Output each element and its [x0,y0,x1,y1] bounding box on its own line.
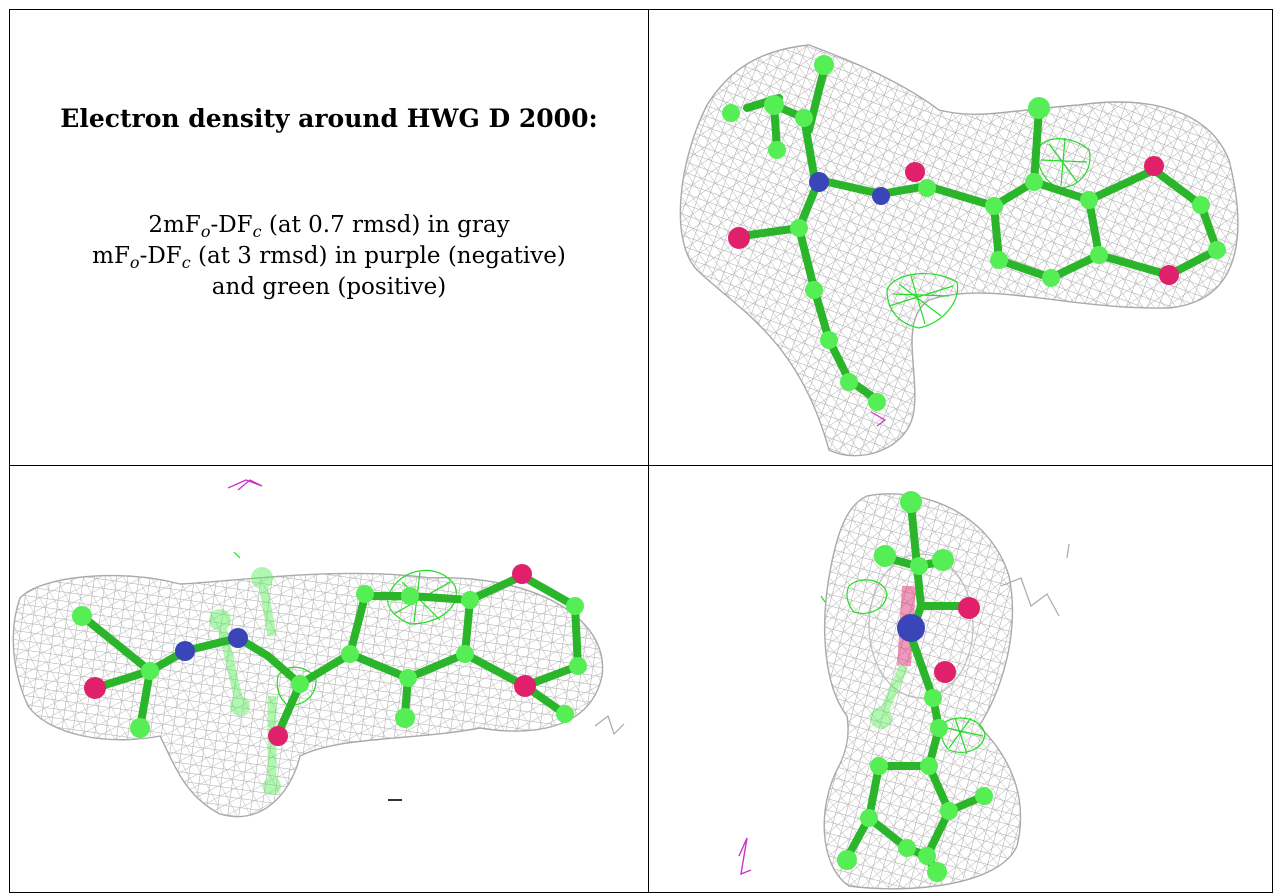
atom-carbon [722,104,740,122]
view-top-right [649,10,1272,465]
atom-nitrogen [175,641,195,661]
atom-oxygen [958,597,980,619]
density-mesh [12,572,625,818]
atom-carbon [341,645,359,663]
legend-2-mid: -DF [139,243,182,269]
structure-view-bottom-left [12,479,625,818]
atom-carbon [900,491,922,513]
atom-oxygen [934,661,956,683]
atom-carbon [790,219,808,237]
atom-carbon [456,645,474,663]
negative-density-mesh [227,479,263,491]
atom-oxygen [268,726,288,746]
legend-1-prefix: 2mF [148,212,201,238]
table-divider-horizontal [9,465,1273,466]
atom-carbon [932,549,954,571]
atoms [72,564,587,746]
atom-carbon [569,657,587,675]
legend-line-3: and green (positive) [211,274,447,300]
atom-carbon [1080,191,1098,209]
atom-carbon [940,802,958,820]
atom-carbon [820,331,838,349]
positive-density-mesh [886,137,1091,329]
atom-carbon [768,141,786,159]
table-divider-vertical [648,9,649,893]
density-mesh [679,44,1239,457]
atom-carbon [72,606,92,626]
atom-nitrogen [897,614,925,642]
atom-carbon [141,662,159,680]
atom-oxygen [512,564,532,584]
atom-carbon [975,787,993,805]
atom-carbon [910,557,928,575]
caption-title: Electron density around HWG D 2000: [60,104,598,133]
negative-density-mesh [870,411,887,427]
legend-2-sub-o: o [129,253,140,272]
atom-carbon [356,585,374,603]
atom-carbon [1028,97,1050,119]
view-bottom-right [649,466,1272,892]
atom-carbon [399,669,417,687]
atom-carbon [1042,269,1060,287]
atom-carbon [795,109,813,127]
atom-carbon [920,757,938,775]
atom-carbon [291,675,309,693]
atom-carbon [927,862,947,882]
legend-2-suffix: (at 3 rmsd) in purple (negative) [190,243,566,269]
atom-carbon [461,591,479,609]
legend-2-sub-c: c [181,253,191,272]
legend-1-sub-c: c [252,222,262,241]
figure-table [9,9,1273,893]
atom-oxygen [1144,156,1164,176]
caption-legend: 2mFo-DFc (at 0.7 rmsd) in gray mFo-DFc (… [10,210,648,303]
atom-carbon [874,545,896,567]
atom-carbon [918,847,936,865]
atom-carbon [860,809,878,827]
atom-carbon [1025,173,1043,191]
atom-carbon [837,850,857,870]
atom-oxygen [84,677,106,699]
atom-oxygen [728,227,750,249]
atom-carbon [566,597,584,615]
atom-carbon [868,393,886,411]
atom-carbon [990,251,1008,269]
legend-line-2mfo-dfc: 2mFo-DFc (at 0.7 rmsd) in gray [10,210,648,241]
atom-carbon [930,719,948,737]
view-bottom-left [10,466,648,892]
legend-2-prefix: mF [92,243,130,269]
atom-carbon [918,179,936,197]
atom-nitrogen [872,187,890,205]
atom-carbon [401,587,419,605]
structure-view-top-right [679,44,1239,457]
negative-density-mesh [738,837,752,876]
atom-carbon [985,197,1003,215]
atom-carbon [805,281,823,299]
atom-oxygen [905,162,925,182]
atom-carbon [840,373,858,391]
atom-carbon [924,689,942,707]
atoms [837,491,993,882]
atom-nitrogen [228,628,248,648]
legend-1-suffix: (at 0.7 rmsd) in gray [261,212,510,238]
atom-nitrogen [809,172,829,192]
atom-carbon [1192,196,1210,214]
legend-1-mid: -DF [210,212,253,238]
atom-carbon [395,708,415,728]
atom-carbon [130,718,150,738]
atom-carbon [870,757,888,775]
caption-cell: Electron density around HWG D 2000: 2mFo… [10,10,648,465]
atom-carbon [556,705,574,723]
atom-carbon [1208,241,1226,259]
atom-carbon [764,95,784,115]
legend-line-mfo-dfc: mFo-DFc (at 3 rmsd) in purple (negative) [10,241,648,272]
legend-1-sub-o: o [200,222,211,241]
atoms [722,55,1226,411]
atom-oxygen [1159,265,1179,285]
atom-carbon [1090,246,1108,264]
structure-view-bottom-right [738,491,1070,890]
atom-carbon [814,55,834,75]
atom-oxygen [514,675,536,697]
atom-carbon [898,839,916,857]
